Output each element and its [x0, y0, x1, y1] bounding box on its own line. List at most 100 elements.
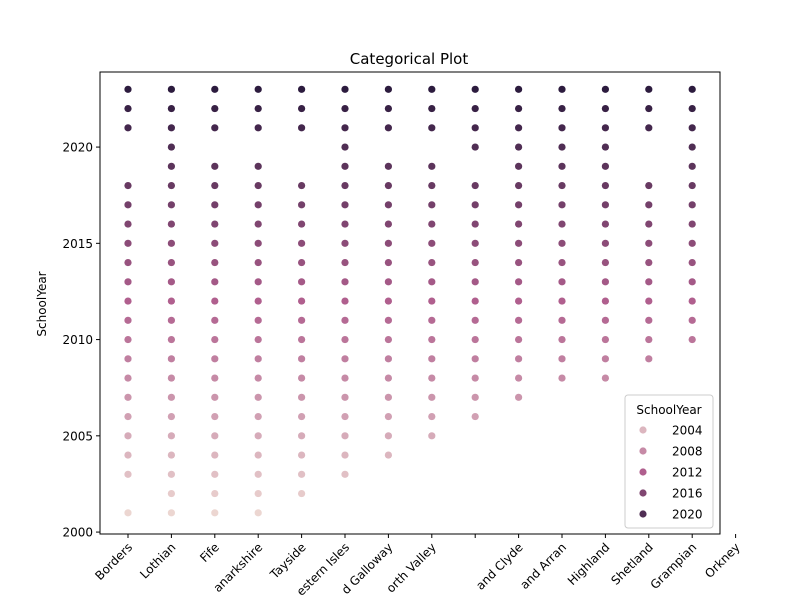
data-point — [211, 239, 219, 247]
data-point — [254, 432, 262, 440]
data-point — [515, 162, 523, 170]
data-point — [601, 124, 610, 132]
data-point — [298, 258, 306, 267]
data-point — [471, 181, 479, 190]
data-point — [428, 239, 436, 247]
data-point — [688, 104, 696, 113]
data-point — [211, 489, 219, 498]
data-point — [298, 181, 306, 190]
data-point — [601, 220, 610, 228]
data-point — [211, 104, 219, 113]
data-point — [254, 220, 262, 228]
legend-label: 2004 — [672, 424, 703, 438]
data-point — [515, 316, 523, 324]
data-point — [341, 143, 349, 151]
data-point — [254, 124, 262, 132]
data-point — [688, 278, 696, 286]
data-point — [558, 143, 566, 151]
data-point — [558, 278, 566, 286]
data-point — [558, 181, 566, 190]
data-point — [688, 258, 696, 267]
data-point — [254, 278, 262, 286]
legend-marker — [639, 426, 647, 434]
data-point — [124, 201, 132, 209]
x-tick-label: Fife — [197, 540, 222, 565]
legend-label: 2012 — [672, 466, 703, 480]
data-point — [515, 143, 523, 151]
data-point — [601, 278, 610, 286]
data-point — [384, 297, 392, 305]
data-point — [167, 374, 175, 382]
data-point — [167, 432, 175, 440]
data-point — [471, 335, 479, 344]
data-point — [341, 470, 349, 478]
legend-marker — [639, 489, 647, 497]
data-point — [124, 220, 132, 228]
data-point — [341, 432, 349, 440]
data-point — [515, 220, 523, 228]
data-point — [167, 220, 175, 228]
data-point — [515, 104, 523, 113]
data-point — [384, 220, 392, 228]
data-point — [341, 412, 349, 421]
data-point — [341, 355, 349, 363]
data-point — [124, 104, 132, 113]
data-point — [211, 470, 219, 478]
data-point — [601, 239, 610, 247]
data-point — [515, 201, 523, 209]
data-point — [601, 316, 610, 324]
x-tick-label: Grampian — [648, 540, 700, 592]
y-axis-label: SchoolYear — [35, 271, 49, 336]
data-point — [341, 335, 349, 344]
y-tick-label: 2015 — [62, 237, 93, 251]
data-point — [254, 201, 262, 209]
data-point — [515, 85, 523, 93]
data-point — [341, 278, 349, 286]
legend-marker — [639, 447, 647, 455]
data-point — [645, 278, 653, 286]
data-point — [384, 181, 392, 190]
data-point — [341, 220, 349, 228]
data-point — [298, 85, 306, 93]
data-point — [167, 201, 175, 209]
data-point — [211, 316, 219, 324]
data-point — [384, 451, 392, 459]
data-point — [428, 220, 436, 228]
x-tick-label: and Arran — [517, 540, 569, 592]
data-point — [167, 143, 175, 151]
data-point — [254, 239, 262, 247]
data-point — [167, 489, 175, 498]
data-point — [124, 278, 132, 286]
data-point — [124, 374, 132, 382]
data-point — [254, 316, 262, 324]
y-axis: 2000 2005 2010 2015 2020 — [62, 141, 100, 540]
data-point — [298, 297, 306, 305]
data-point — [341, 393, 349, 401]
data-point — [428, 374, 436, 382]
legend-label: 2020 — [672, 508, 703, 522]
data-point — [515, 335, 523, 344]
data-point — [601, 162, 610, 170]
data-point — [124, 432, 132, 440]
data-point — [341, 297, 349, 305]
data-point — [558, 258, 566, 267]
legend: SchoolYear 2004 2008 2012 2016 2020 — [624, 394, 714, 529]
data-point — [601, 85, 610, 93]
data-point — [124, 335, 132, 344]
data-point — [298, 239, 306, 247]
data-point — [167, 258, 175, 267]
data-point — [471, 104, 479, 113]
data-point — [558, 374, 566, 382]
x-tick-label: Orkney — [702, 540, 743, 581]
data-point — [558, 355, 566, 363]
data-point — [298, 104, 306, 113]
data-point — [688, 143, 696, 151]
y-tick-label: 2010 — [62, 333, 93, 347]
data-point — [428, 181, 436, 190]
data-point — [341, 316, 349, 324]
data-point — [124, 181, 132, 190]
data-point — [688, 181, 696, 190]
data-point — [254, 412, 262, 421]
data-point — [601, 104, 610, 113]
data-point — [341, 239, 349, 247]
